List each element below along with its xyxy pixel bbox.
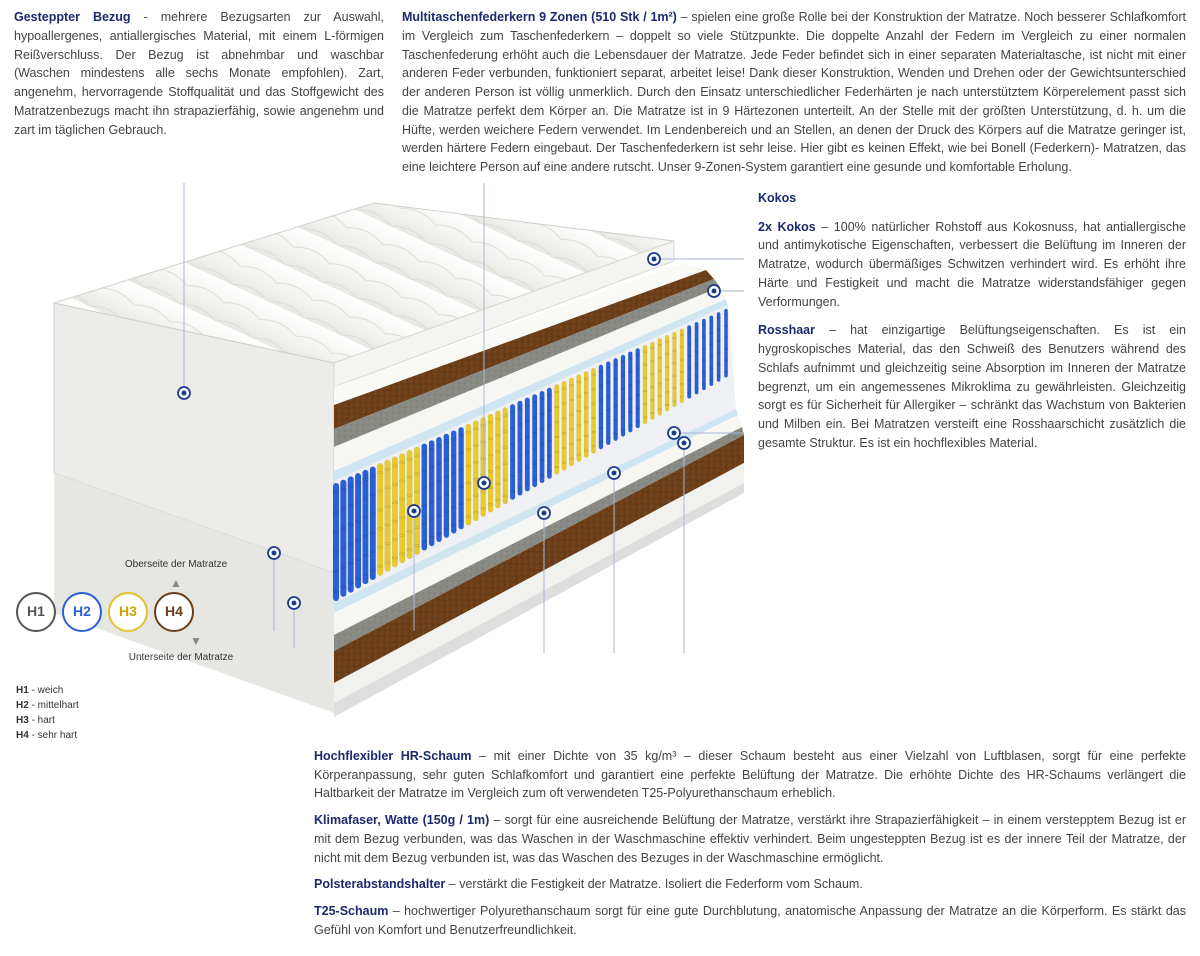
- callout-2x-kokos: 2x Kokos – 100% natürlicher Rohstoff aus…: [758, 218, 1186, 312]
- middle-row: Oberseite der Matratze ▲ H1 H2 H3 H4 ▼ U…: [14, 183, 1186, 743]
- hk3: H3: [16, 715, 29, 726]
- callout-t25: T25-Schaum – hochwertiger Polyurethansch…: [314, 902, 1186, 940]
- bottom-side-label: Unterseite der Matratze: [116, 650, 246, 665]
- kokos2-body: – 100% natürlicher Rohstoff aus Kokosnus…: [758, 220, 1186, 309]
- hv3: - hart: [32, 715, 55, 726]
- hardness-circle-h2: H2: [62, 592, 102, 632]
- t25-body: – hochwertiger Polyurethanschaum sorgt f…: [314, 904, 1186, 937]
- mattress-area: Oberseite der Matratze ▲ H1 H2 H3 H4 ▼ U…: [14, 183, 744, 743]
- hv4: - sehr hart: [32, 730, 78, 741]
- t25-title: T25-Schaum: [314, 904, 388, 918]
- right-callouts: Kokos 2x Kokos – 100% natürlicher Rohsto…: [758, 183, 1186, 743]
- arrow-up-icon: ▲: [106, 574, 246, 592]
- kokos2-title: 2x Kokos: [758, 220, 816, 234]
- hardness-circle-h1: H1: [16, 592, 56, 632]
- hardness-legend-area: Oberseite der Matratze ▲ H1 H2 H3 H4 ▼ U…: [16, 557, 246, 743]
- hardness-circle-h3: H3: [108, 592, 148, 632]
- callout-rosshaar: Rosshaar – hat einzigartige Belüftungsei…: [758, 321, 1186, 452]
- springs-body: – spielen eine große Rolle bei der Konst…: [402, 10, 1186, 174]
- callout-hr-schaum: Hochflexibler HR-Schaum – mit einer Dich…: [314, 747, 1186, 803]
- top-right-text: Multitaschenfederkern 9 Zonen (510 Stk /…: [402, 8, 1186, 177]
- bottom-callouts: Hochflexibler HR-Schaum – mit einer Dich…: [314, 747, 1186, 940]
- springs-title: Multitaschenfederkern 9 Zonen (510 Stk /…: [402, 10, 677, 24]
- callout-polster: Polsterabstandshalter – verstärkt die Fe…: [314, 875, 1186, 894]
- arrow-down-icon: ▼: [146, 632, 246, 650]
- hk1: H1: [16, 685, 29, 696]
- hk2: H2: [16, 700, 29, 711]
- hardness-key: H1 - weich H2 - mittelhart H3 - hart H4 …: [16, 683, 246, 743]
- rosshaar-body: – hat einzigartige Belüftungseigenschaft…: [758, 323, 1186, 450]
- hardness-circle-h4: H4: [154, 592, 194, 632]
- hv1: - weich: [32, 685, 64, 696]
- callout-klimafaser: Klimafaser, Watte (150g / 1m) – sorgt fü…: [314, 811, 1186, 867]
- klima-title: Klimafaser, Watte (150g / 1m): [314, 813, 489, 827]
- hk4: H4: [16, 730, 29, 741]
- hardness-circles: H1 H2 H3 H4: [16, 592, 246, 632]
- hr-title: Hochflexibler HR-Schaum: [314, 749, 472, 763]
- polster-body: – verstärkt die Festigkeit der Matratze.…: [449, 877, 863, 891]
- cover-title: Gesteppter Bezug: [14, 10, 131, 24]
- top-left-text: Gesteppter Bezug - mehrere Bezugsarten z…: [14, 8, 384, 177]
- kokos-title: Kokos: [758, 191, 796, 205]
- cover-body: - mehrere Bezugsarten zur Auswahl, hypoa…: [14, 10, 384, 137]
- polster-title: Polsterabstandshalter: [314, 877, 445, 891]
- top-row: Gesteppter Bezug - mehrere Bezugsarten z…: [14, 8, 1186, 177]
- callout-kokos: Kokos: [758, 189, 1186, 208]
- top-side-label: Oberseite der Matratze: [106, 557, 246, 572]
- rosshaar-title: Rosshaar: [758, 323, 815, 337]
- hv2: - mittelhart: [32, 700, 79, 711]
